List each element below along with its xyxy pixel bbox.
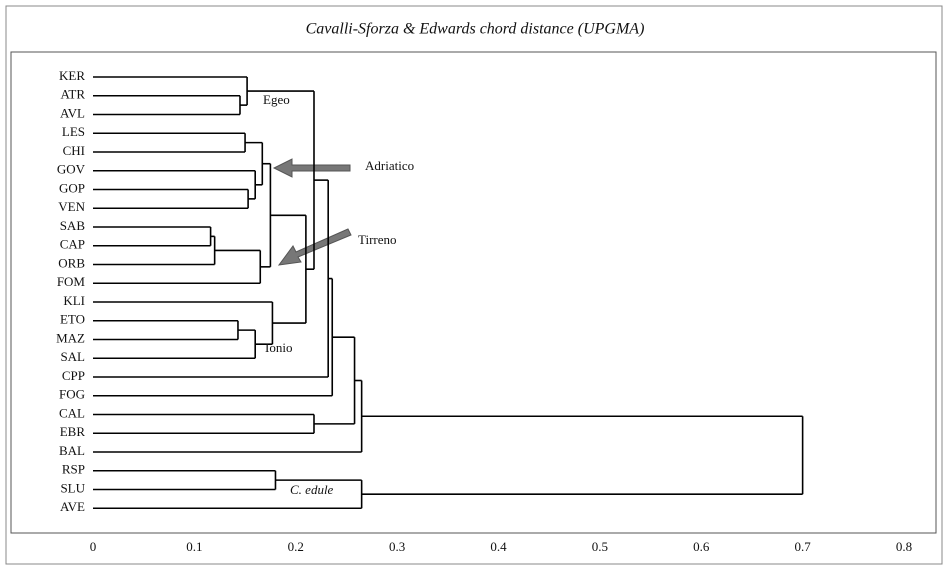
annotation: Egeo — [263, 92, 290, 107]
arrow-adriatico — [272, 158, 351, 178]
x-tick-label: 0.7 — [795, 539, 812, 554]
leaf-label: ETO — [60, 312, 85, 327]
leaf-label: MAZ — [56, 330, 85, 345]
annotation: Tirreno — [358, 232, 397, 247]
leaf-label: CAP — [60, 237, 85, 252]
leaf-label: AVE — [60, 499, 85, 514]
x-tick-label: 0.8 — [896, 539, 912, 554]
x-tick-label: 0.2 — [288, 539, 304, 554]
leaf-label: GOP — [59, 180, 85, 195]
leaf-label: SAB — [60, 218, 86, 233]
leaf-label: SLU — [60, 480, 85, 495]
arrows — [272, 158, 352, 266]
leaf-label: BAL — [59, 443, 85, 458]
annotation-bg — [286, 481, 358, 501]
x-tick-label: 0.5 — [592, 539, 608, 554]
annotation: Ionio — [265, 340, 292, 355]
leaf-label: SAL — [60, 349, 85, 364]
leaf-label: CHI — [63, 143, 85, 158]
x-tick-label: 0 — [90, 539, 97, 554]
outer-frame — [5, 5, 943, 565]
leaf-label: CPP — [62, 368, 85, 383]
x-tick-label: 0.1 — [186, 539, 202, 554]
plot-frame — [10, 51, 937, 534]
annotation: Adriatico — [365, 158, 414, 173]
leaf-label: EBR — [60, 424, 86, 439]
x-tick-label: 0.4 — [490, 539, 507, 554]
dendrogram — [93, 76, 804, 510]
x-tick-label: 0.3 — [389, 539, 405, 554]
leaf-label: LES — [62, 124, 85, 139]
leaf-label: KER — [59, 68, 85, 83]
x-tick-label: 0.6 — [693, 539, 710, 554]
arrow-tirreno — [277, 228, 352, 266]
leaf-label: CAL — [59, 405, 85, 420]
leaf-label: AVL — [60, 105, 85, 120]
chart-title: Cavalli-Sforza & Edwards chord distance … — [306, 21, 645, 38]
leaf-label: FOG — [59, 387, 85, 402]
leaf-label: VEN — [58, 199, 85, 214]
leaf-label: ATR — [60, 87, 85, 102]
leaf-label: KLI — [63, 293, 85, 308]
leaf-label: FOM — [57, 274, 86, 289]
leaf-label: GOV — [57, 162, 86, 177]
leaf-label: ORB — [58, 255, 85, 270]
leaf-label: RSP — [62, 462, 85, 477]
annotation: C. edule — [290, 482, 334, 497]
